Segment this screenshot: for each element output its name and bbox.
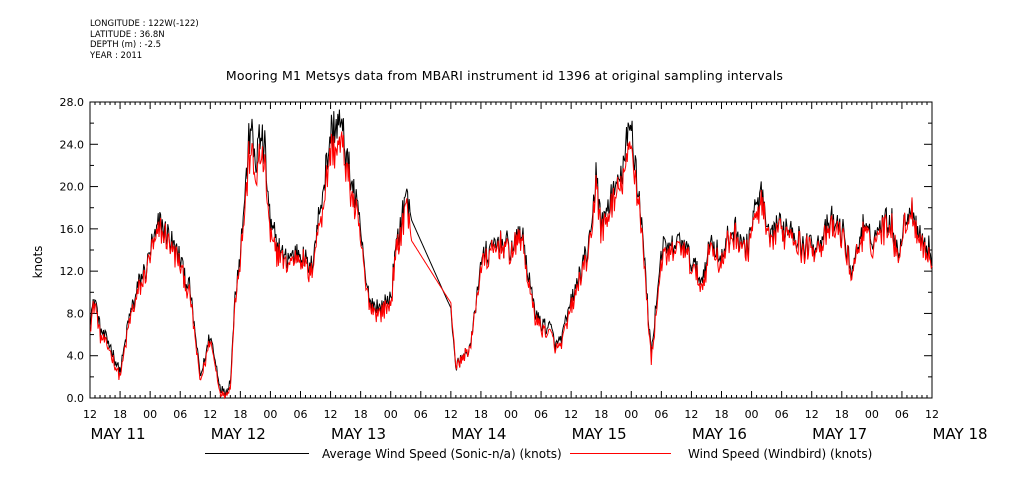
x-tick-label: 06 (414, 408, 428, 421)
series-layer (89, 109, 933, 400)
x-tick-label: 06 (775, 408, 789, 421)
chart-title: Mooring M1 Metsys data from MBARI instru… (225, 68, 784, 83)
series-line-windbird (89, 131, 933, 400)
axes: 12 18 00 06 12 18 00 06 12 18 00 06 12 18 00 06 12 18 00 06… (60, 96, 988, 443)
x-tick-label: 18 (594, 408, 608, 421)
x-tick-label: 12 (324, 408, 338, 421)
x-tick-label: 12 (925, 408, 939, 421)
x-day-label: MAY 11 (90, 425, 145, 443)
y-tick-label: 4.0 (67, 350, 85, 363)
y-tick-label: 24.0 (60, 138, 85, 151)
x-tick-label: 00 (504, 408, 518, 421)
x-tick-label: 00 (263, 408, 277, 421)
x-tick-label: 18 (835, 408, 849, 421)
x-day-label: MAY 12 (211, 425, 266, 443)
x-tick-label: 06 (173, 408, 187, 421)
legend-label-windbird: Wind Speed (Windbird) (knots) (688, 447, 873, 461)
metadata-block: LONGITUDE : 122W(-122) LATITUDE : 36.8N … (90, 19, 199, 61)
x-tick-label: 12 (444, 408, 458, 421)
x-tick-label: 00 (143, 408, 157, 421)
y-tick-label: 28.0 (60, 96, 85, 109)
y-tick-label: 12.0 (60, 265, 85, 278)
x-tick-label: 06 (895, 408, 909, 421)
y-tick-label: 8.0 (67, 307, 85, 320)
x-tick-label: 06 (654, 408, 668, 421)
x-tick-label: 00 (745, 408, 759, 421)
x-day-label: MAY 18 (932, 425, 987, 443)
x-tick-label: 12 (83, 408, 97, 421)
depth-label: DEPTH (m) : -2.5 (90, 40, 162, 50)
x-day-label: MAY 15 (572, 425, 627, 443)
x-tick-label: 00 (384, 408, 398, 421)
x-tick-label: 18 (233, 408, 247, 421)
legend-swatch-windbird (570, 453, 671, 454)
x-tick-label: 12 (805, 408, 819, 421)
x-day-label: MAY 14 (451, 425, 506, 443)
x-tick-label: 12 (564, 408, 578, 421)
y-tick-label: 0.0 (67, 392, 85, 405)
y-tick-label: 20.0 (60, 181, 85, 194)
longitude-label: LONGITUDE : 122W(-122) (90, 19, 199, 29)
legend-label-sonic: Average Wind Speed (Sonic-n/a) (knots) (322, 447, 562, 461)
x-tick-label: 18 (354, 408, 368, 421)
x-tick-label: 18 (474, 408, 488, 421)
x-day-label: MAY 13 (331, 425, 386, 443)
y-tick-label: 16.0 (60, 223, 85, 236)
x-tick-label: 00 (865, 408, 879, 421)
x-tick-label: 18 (113, 408, 127, 421)
x-tick-label: 18 (715, 408, 729, 421)
x-tick-label: 06 (534, 408, 548, 421)
year-label: YEAR : 2011 (90, 50, 143, 61)
x-day-label: MAY 17 (812, 425, 867, 443)
x-tick-label: 06 (294, 408, 308, 421)
x-tick-label: 12 (684, 408, 698, 421)
y-axis-label: knots (31, 246, 45, 279)
x-tick-label: 12 (203, 408, 217, 421)
x-day-label: MAY 16 (692, 425, 747, 443)
legend-swatch-sonic (205, 453, 309, 454)
x-tick-label: 00 (624, 408, 638, 421)
latitude-label: LATITUDE : 36.8N (90, 29, 165, 40)
